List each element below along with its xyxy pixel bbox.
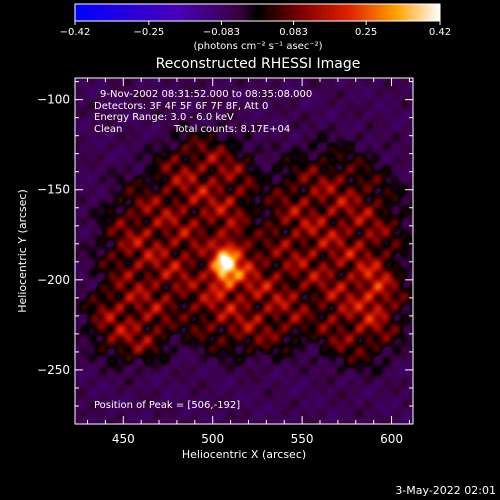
x-tick-label: 600 bbox=[380, 432, 403, 446]
annotation-peak: Position of Peak = [506,-192] bbox=[94, 400, 240, 411]
colorbar-tick-label: −0.42 bbox=[60, 27, 91, 38]
annotations: 9-Nov-2002 08:31:52.000 to 08:35:08.000 … bbox=[94, 89, 312, 411]
annotation-method: Clean bbox=[94, 124, 122, 135]
y-tick-label: −100 bbox=[37, 93, 70, 107]
colorbar-unit: (photons cm⁻² s⁻¹ asec⁻²) bbox=[193, 41, 322, 52]
annotation-time-range: 9-Nov-2002 08:31:52.000 to 08:35:08.000 bbox=[100, 89, 312, 100]
annotation-counts: Total counts: 8.17E+04 bbox=[173, 124, 290, 135]
datestamp: 3-May-2022 02:01 bbox=[395, 484, 496, 497]
colorbar-tick-label: −0.083 bbox=[203, 27, 240, 38]
y-axis-label: Heliocentric Y (arcsec) bbox=[16, 189, 29, 313]
plot-area: 450 500 550 600 −100 −150 −200 −250 bbox=[37, 77, 414, 446]
y-tick-label: −200 bbox=[37, 273, 70, 287]
x-tick-label: 500 bbox=[201, 432, 224, 446]
colorbar-gradient bbox=[74, 3, 441, 22]
y-axis-ticks: −100 −150 −200 −250 bbox=[37, 81, 413, 407]
x-tick-label: 450 bbox=[112, 432, 135, 446]
heatmap-image bbox=[75, 78, 413, 424]
annotation-detectors: Detectors: 3F 4F 5F 6F 7F 8F, Att 0 bbox=[94, 101, 268, 112]
chart-title: Reconstructed RHESSI Image bbox=[156, 56, 361, 72]
colorbar-tick-label: 0.083 bbox=[279, 27, 308, 38]
colorbar-tick-label: −0.25 bbox=[134, 27, 165, 38]
x-tick-label: 550 bbox=[291, 432, 314, 446]
y-tick-label: −250 bbox=[37, 363, 70, 377]
colorbar-tick-label: 0.42 bbox=[429, 27, 451, 38]
plot-frame bbox=[74, 77, 414, 425]
colorbar-tick-label: 0.25 bbox=[355, 27, 377, 38]
colorbar-ticks: −0.42 −0.25 −0.083 0.083 0.25 0.42 bbox=[60, 21, 451, 38]
y-tick-label: −150 bbox=[37, 183, 70, 197]
x-axis-label: Heliocentric X (arcsec) bbox=[182, 448, 306, 461]
annotation-energy: Energy Range: 3.0 - 6.0 keV bbox=[94, 112, 234, 123]
colorbar: −0.42 −0.25 −0.083 0.083 0.25 0.42 (photons c… bbox=[60, 3, 451, 52]
x-axis-ticks: 450 500 550 600 bbox=[87, 78, 410, 446]
